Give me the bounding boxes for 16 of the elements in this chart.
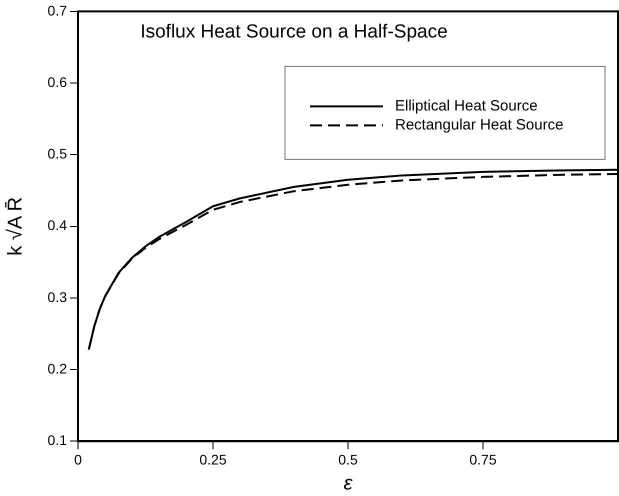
x-tick-label: 0.75 bbox=[469, 451, 497, 468]
text: Isoflux Heat Source on a Half-Space bbox=[140, 22, 448, 43]
y-tick-label: 0.2 bbox=[48, 360, 68, 376]
x-tick-label: 0.25 bbox=[199, 451, 227, 468]
x-tick-label: 0 bbox=[74, 451, 82, 468]
y-tick-label: 0.5 bbox=[48, 146, 68, 162]
x-tick-label: 0.5 bbox=[338, 451, 358, 468]
legend-label: Rectangular Heat Source bbox=[395, 116, 564, 134]
x-axis-title: ε bbox=[344, 472, 354, 495]
y-tick-label: 0.4 bbox=[48, 217, 68, 234]
y-tick-label: 0.1 bbox=[48, 432, 68, 448]
y-tick-label: 0.3 bbox=[48, 288, 68, 305]
y-tick-label: 0.7 bbox=[48, 2, 68, 18]
y-tick-label: 0.6 bbox=[48, 74, 68, 90]
y-axis-title: k √A R̄ bbox=[4, 196, 27, 256]
legend-label: Elliptical Heat Source bbox=[395, 98, 538, 115]
